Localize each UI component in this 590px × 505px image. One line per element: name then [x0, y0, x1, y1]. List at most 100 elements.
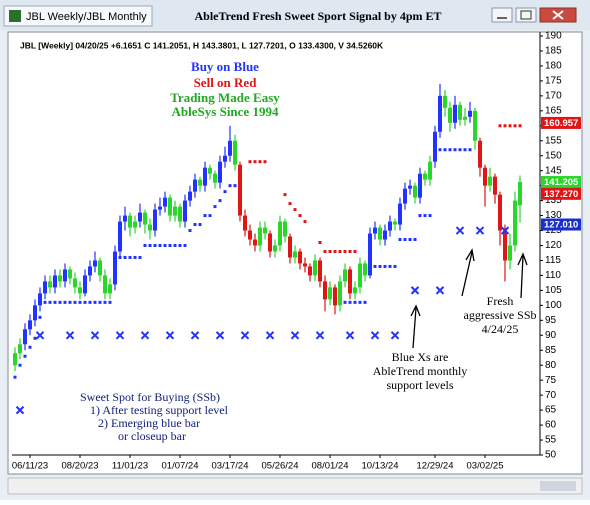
candle-body	[363, 263, 367, 276]
support-dot	[413, 238, 417, 242]
monthly-support-x	[315, 331, 325, 340]
y-tick-label: 155	[545, 135, 562, 146]
candle-body	[138, 212, 142, 222]
resistance-dot	[258, 160, 262, 164]
y-tick-label: 85	[545, 345, 557, 356]
y-tick-label: 165	[545, 105, 562, 116]
support-dot	[123, 255, 127, 259]
support-dot	[423, 214, 427, 218]
candle-body	[448, 107, 452, 123]
candle-body	[58, 275, 62, 282]
candle-body	[28, 320, 32, 330]
candle-body	[243, 215, 247, 231]
candle-body	[453, 104, 457, 123]
support-dot	[78, 300, 82, 304]
y-tick-label: 125	[545, 225, 562, 236]
y-tick-label: 70	[545, 390, 557, 401]
support-dot	[168, 244, 172, 247]
monthly-support-x	[35, 331, 45, 340]
candle-body	[78, 287, 82, 294]
candle-body	[133, 221, 137, 228]
candle-body	[168, 197, 172, 216]
candle-body	[233, 140, 237, 165]
candle-body	[248, 230, 252, 240]
support-dot	[148, 244, 152, 247]
resistance-dot	[303, 220, 307, 224]
x-tick-label: 10/13/24	[362, 461, 399, 472]
candle-body	[258, 227, 262, 246]
candle-body	[353, 287, 357, 294]
candle-body	[488, 176, 492, 186]
maximize-button[interactable]	[515, 7, 537, 23]
candle-body	[238, 164, 242, 216]
candle-body	[498, 194, 502, 231]
candle-body	[103, 275, 107, 294]
candle-body	[458, 104, 462, 120]
support-dot	[208, 214, 212, 218]
y-tick-label: 50	[545, 450, 557, 461]
support-dot	[233, 184, 237, 188]
resistance-dot	[338, 249, 342, 253]
support-dot	[373, 264, 377, 268]
support-dot	[383, 264, 387, 268]
scrollbar[interactable]	[7, 477, 583, 495]
monthly-support-x	[15, 405, 25, 415]
support-dot	[63, 300, 67, 304]
annotation: AbleTrend monthly	[373, 364, 468, 378]
price-tag-label: 137.270	[544, 189, 578, 200]
candle-body	[38, 293, 42, 306]
candle-body	[73, 278, 77, 288]
candle-body	[408, 185, 412, 189]
y-tick-label: 190	[545, 31, 562, 42]
support-dot	[343, 300, 347, 304]
resistance-dot	[518, 124, 522, 128]
candle-body	[483, 167, 487, 186]
resistance-dot	[298, 214, 302, 218]
price-tag-label: 127.010	[544, 220, 578, 231]
support-dot	[163, 244, 167, 247]
monthly-support-x	[370, 331, 380, 340]
support-dot	[133, 255, 137, 259]
support-dot	[173, 244, 177, 247]
annotation: Sweet Spot for Buying (SSb)	[80, 390, 220, 404]
candle-body	[148, 224, 152, 231]
minimize-button[interactable]	[491, 7, 513, 23]
x-tick-label: 05/26/24	[262, 461, 299, 472]
candle-body	[228, 140, 232, 156]
monthly-support-x	[290, 331, 300, 340]
annotation-arrow	[461, 248, 475, 297]
candle-body	[328, 287, 332, 300]
candle-body	[13, 353, 17, 366]
candle-body	[508, 245, 512, 261]
x-tick-label: 08/01/24	[312, 461, 349, 472]
candle-body	[118, 221, 122, 252]
support-dot	[138, 255, 142, 259]
resistance-dot	[248, 160, 252, 164]
candle-body	[478, 140, 482, 168]
resistance-dot	[508, 124, 512, 128]
price-tag	[541, 187, 581, 200]
resistance-dot	[333, 249, 337, 253]
support-dot	[108, 300, 112, 304]
candle-body	[468, 110, 472, 117]
support-dot	[358, 300, 362, 304]
support-dot	[58, 300, 62, 304]
support-dot	[103, 300, 107, 304]
support-dot	[178, 244, 182, 247]
support-dot	[183, 244, 187, 247]
resistance-dot	[343, 249, 347, 253]
candle-body	[338, 281, 342, 306]
monthly-support-x	[165, 331, 175, 340]
monthly-support-x	[65, 331, 75, 340]
support-dot	[193, 223, 197, 227]
window-tab[interactable]	[3, 5, 153, 27]
annotation: Blue Xs are	[392, 350, 449, 364]
y-tick-label: 55	[545, 435, 557, 446]
scroll-thumb[interactable]	[540, 481, 576, 491]
y-tick-label: 90	[545, 330, 557, 341]
support-dot	[393, 264, 397, 268]
candle-body	[383, 230, 387, 240]
candle-body	[203, 167, 207, 186]
candle-body	[198, 179, 202, 186]
y-tick-label: 130	[545, 210, 562, 221]
